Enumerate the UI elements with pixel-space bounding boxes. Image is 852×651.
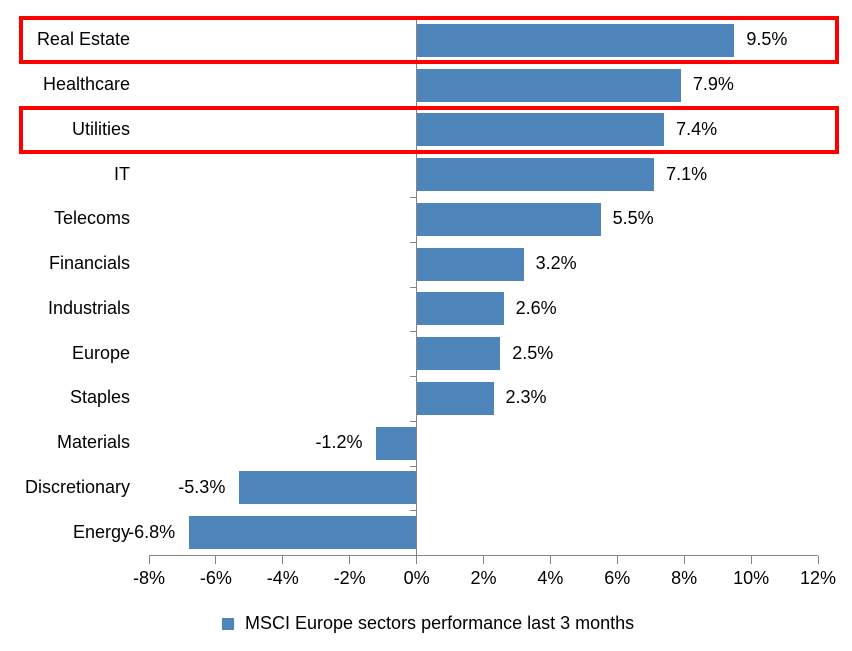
x-axis-tick [549,556,551,564]
bar [416,158,655,192]
value-label: 7.4% [676,118,718,139]
x-axis-tick-label: -4% [266,568,299,588]
category-label: Financials [48,253,130,274]
bar-row: Financials 3.2% [0,242,852,287]
y-axis-line [416,18,418,555]
category-label: Real Estate [36,29,130,50]
x-axis-tick-label: 12% [799,568,837,588]
category-label: Materials [56,432,130,453]
value-label: 7.9% [692,74,734,95]
value-label: 2.6% [515,297,557,318]
value-label: 2.3% [505,387,547,408]
y-axis-tick [410,197,417,198]
value-label: 7.1% [666,163,708,184]
highlight-box [19,16,839,65]
x-axis-line [149,555,818,556]
bar-row: Telecoms 5.5% [0,197,852,242]
x-axis-tick-label: -2% [333,568,366,588]
bar [416,23,735,57]
bar-row: Materials -1.2% [0,421,852,466]
bar [416,247,524,281]
x-axis-tick [349,556,351,564]
y-axis-tick [410,510,417,512]
bar [416,337,501,371]
y-axis-tick [410,286,417,288]
bar-row: Staples 2.3% [0,376,852,421]
bar-row: Europe 2.5% [0,331,852,376]
x-axis-tick-label: 6% [604,568,631,588]
value-label: -5.3% [178,476,226,497]
bar-row: Industrials 2.6% [0,287,852,332]
category-label: Healthcare [42,74,130,95]
value-label: 3.2% [535,253,577,274]
bar [239,471,417,505]
x-axis-tick-label: 2% [470,568,497,588]
category-label: Staples [69,387,130,408]
category-label: Utilities [71,118,130,139]
category-label: Industrials [47,297,130,318]
x-axis-tick [282,556,284,564]
x-axis-tick [148,556,150,564]
value-label: 2.5% [512,342,554,363]
bar [416,202,601,236]
category-label: Discretionary [24,476,130,497]
bar [416,292,504,326]
bar [416,113,665,147]
bar [189,516,417,550]
category-label: IT [114,163,130,184]
bar [416,381,494,415]
x-axis-tick [215,556,217,564]
x-axis-tick [616,556,618,564]
x-axis-tick-label: -6% [199,568,232,588]
value-label: -1.2% [315,432,363,453]
y-axis-tick [410,376,417,377]
bar-row: Energy -6.8% [0,510,852,555]
legend: MSCI Europe sectors performance last 3 m… [222,613,634,634]
category-label: Energy [72,521,130,542]
y-axis-tick [410,331,417,333]
x-axis-tick [416,556,418,564]
legend-label: MSCI Europe sectors performance last 3 m… [245,613,635,633]
x-axis-tick [683,556,685,564]
x-axis-tick-label: 4% [537,568,564,588]
bar [376,426,417,460]
x-axis-tick-label: 8% [671,568,698,588]
x-axis-tick-label: 10% [733,568,770,588]
category-label: Europe [71,342,130,363]
y-axis-tick [410,420,417,422]
highlight-box [19,105,839,154]
bar [416,68,681,102]
value-label: 9.5% [746,29,788,50]
x-axis-tick-label: 0% [403,568,430,588]
category-label: Telecoms [53,208,130,229]
value-label: 5.5% [612,208,654,229]
x-axis-tick [817,556,819,564]
bar-row: IT 7.1% [0,152,852,197]
y-axis-tick [410,241,417,243]
bar-row: Utilities 7.4% [0,108,852,153]
x-axis-tick [483,556,484,564]
bar-row: Real Estate 9.5% [0,18,852,63]
bar-row: Healthcare 7.9% [0,63,852,108]
x-axis-tick [750,556,752,564]
y-axis-tick [410,465,417,467]
value-label: -6.8% [128,521,176,542]
legend-swatch-icon [222,617,234,630]
bar-row: Discretionary -5.3% [0,466,852,511]
x-axis-tick-label: -8% [132,568,165,588]
